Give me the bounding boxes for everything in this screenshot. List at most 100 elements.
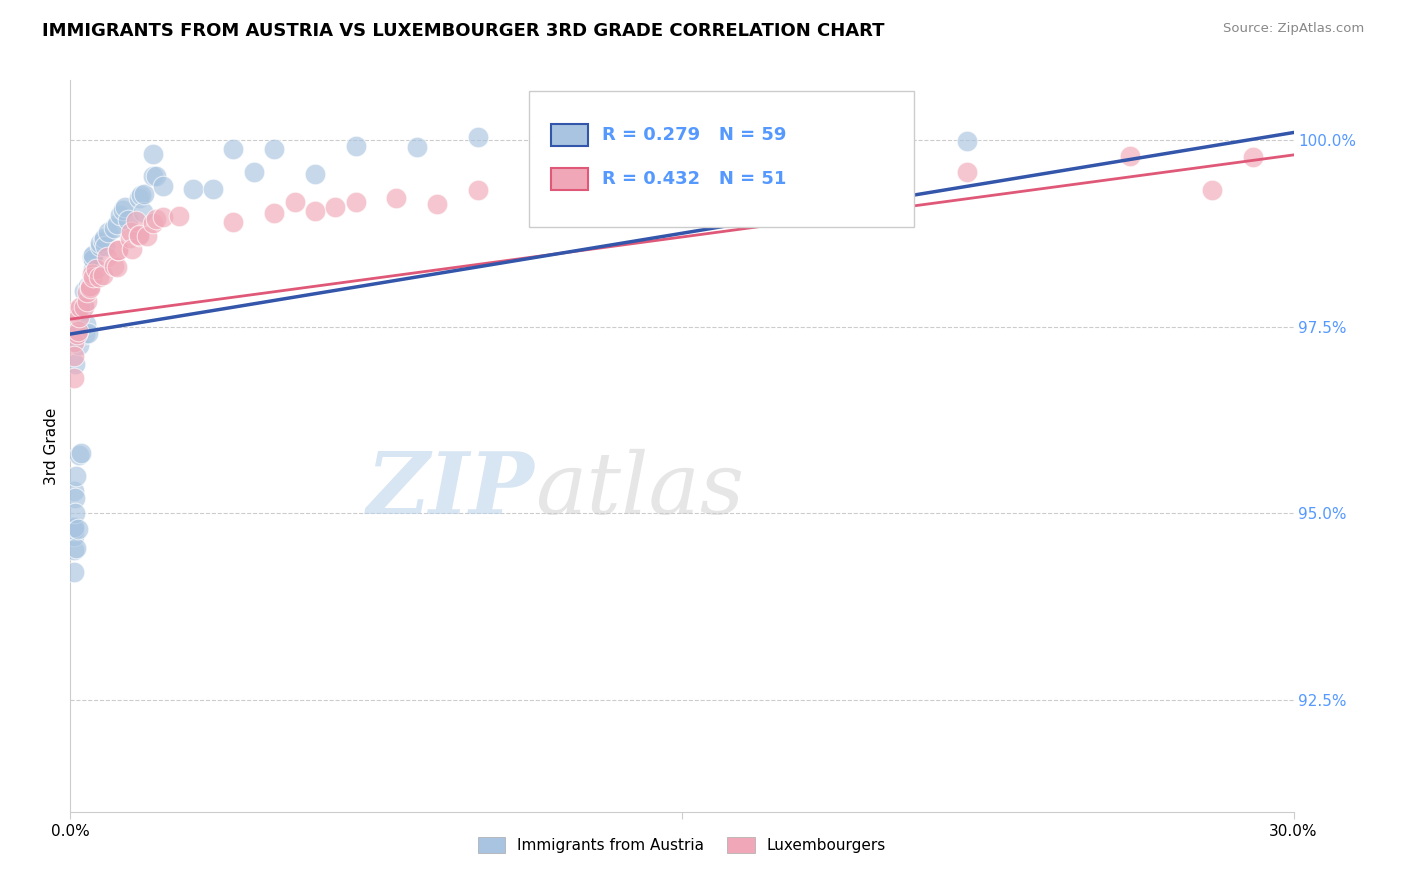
Point [67, 448, 90, 462]
Point [1201, 182, 1223, 196]
Point [107, 243, 129, 257]
Point [167, 209, 190, 223]
Point [263, 142, 285, 156]
FancyBboxPatch shape [551, 168, 588, 190]
Point [93, 231, 115, 245]
Point [82, 247, 104, 261]
Point [67, 323, 90, 337]
Point [63, 528, 86, 542]
Text: IMMIGRANTS FROM AUSTRIA VS LUXEMBOURGER 3RD GRADE CORRELATION CHART: IMMIGRANTS FROM AUSTRIA VS LUXEMBOURGER … [42, 22, 884, 40]
Point [132, 187, 155, 202]
Point [103, 259, 125, 273]
Point [96, 250, 118, 264]
Point [406, 140, 429, 154]
Text: atlas: atlas [536, 449, 744, 532]
Point [128, 227, 150, 242]
Point [67, 338, 90, 352]
Text: R = 0.279   N = 59: R = 0.279 N = 59 [602, 126, 787, 145]
Point [91, 234, 114, 248]
Point [63, 357, 86, 371]
Point [87, 270, 110, 285]
Point [79, 278, 101, 293]
Point [131, 187, 153, 202]
Point [66, 324, 89, 338]
Point [76, 294, 98, 309]
Point [107, 243, 129, 257]
FancyBboxPatch shape [551, 124, 588, 146]
Text: Source: ZipAtlas.com: Source: ZipAtlas.com [1223, 22, 1364, 36]
Point [103, 221, 125, 235]
Point [467, 183, 489, 197]
Point [222, 215, 245, 229]
Point [63, 521, 86, 535]
Point [108, 208, 131, 222]
Point [94, 238, 117, 252]
Point [63, 484, 86, 499]
Y-axis label: 3rd Grade: 3rd Grade [44, 408, 59, 484]
Point [243, 165, 266, 179]
Point [73, 285, 96, 299]
Point [135, 228, 157, 243]
Point [132, 205, 155, 219]
Point [63, 334, 86, 349]
Text: R = 0.432   N = 51: R = 0.432 N = 51 [602, 170, 787, 188]
Point [77, 279, 100, 293]
Point [956, 165, 979, 179]
Point [66, 327, 89, 342]
Point [426, 197, 449, 211]
FancyBboxPatch shape [529, 91, 914, 227]
Point [79, 279, 101, 293]
Point [65, 541, 87, 555]
Point [73, 301, 96, 315]
Point [75, 326, 97, 341]
Point [793, 153, 815, 167]
Point [77, 326, 100, 341]
Point [63, 523, 86, 537]
Point [120, 225, 142, 239]
Point [128, 228, 150, 243]
Point [142, 147, 165, 161]
Point [114, 200, 136, 214]
Point [82, 267, 104, 281]
Point [63, 303, 86, 318]
Point [548, 186, 571, 201]
Point [152, 178, 174, 193]
Legend: Immigrants from Austria, Luxembourgers: Immigrants from Austria, Luxembourgers [471, 830, 893, 859]
Point [70, 302, 93, 317]
Point [73, 297, 96, 311]
Point [956, 134, 979, 148]
Point [70, 446, 93, 460]
Point [65, 506, 87, 520]
Point [304, 167, 326, 181]
Point [107, 217, 129, 231]
Point [63, 520, 86, 534]
Point [152, 210, 174, 224]
Point [304, 203, 326, 218]
Point [79, 280, 101, 294]
Point [82, 269, 104, 284]
Point [76, 285, 98, 299]
Point [82, 250, 104, 264]
Point [142, 216, 165, 230]
Point [385, 191, 408, 205]
Point [75, 318, 97, 332]
Point [145, 212, 167, 227]
Point [66, 522, 89, 536]
Point [1119, 148, 1142, 162]
Point [467, 129, 489, 144]
Point [121, 242, 143, 256]
Point [82, 261, 104, 276]
Point [91, 268, 114, 282]
Point [82, 252, 104, 267]
Text: ZIP: ZIP [367, 448, 536, 532]
Point [63, 371, 86, 385]
Point [97, 226, 120, 240]
Point [65, 468, 87, 483]
Point [145, 169, 167, 183]
Point [630, 189, 652, 203]
Point [263, 206, 285, 220]
Point [69, 301, 91, 315]
Point [344, 138, 367, 153]
Point [202, 181, 225, 195]
Point [111, 202, 134, 217]
